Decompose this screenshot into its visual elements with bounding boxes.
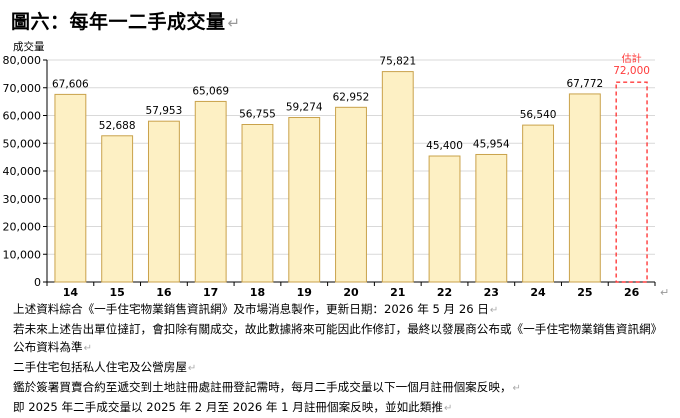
x-tick-label: 19 xyxy=(297,286,312,299)
y-tick-label: 0 xyxy=(34,276,41,289)
chart-notes: 上述資料綜合《一手住宅物業銷售資訊網》及市場消息製作，更新日期：2026 年 5… xyxy=(13,300,662,418)
bar xyxy=(335,106,367,283)
bar xyxy=(147,120,180,283)
bar xyxy=(101,135,134,283)
x-tick-label: 21 xyxy=(390,286,405,299)
bar-value-label: 56,755 xyxy=(239,109,276,121)
bar-value-label: 62,952 xyxy=(333,91,370,103)
bar xyxy=(241,124,274,283)
bar-value-label: 45,954 xyxy=(473,138,510,150)
chart-title: 圖六：每年一二手成交量 ↵ xyxy=(11,7,241,34)
x-tick-label: 24 xyxy=(530,286,546,299)
bar-value-label: 57,953 xyxy=(146,105,183,117)
bar xyxy=(194,100,227,283)
y-tick-label: 80,000 xyxy=(3,54,42,67)
bar-value-label: 52,688 xyxy=(99,120,136,132)
x-tick-label: 23 xyxy=(484,286,499,299)
bar-value-label: 65,069 xyxy=(192,85,229,97)
y-tick-label: 60,000 xyxy=(3,110,42,123)
estimate-value-label: 72,000 xyxy=(613,65,650,77)
return-mark: ↵ xyxy=(227,14,241,32)
bar xyxy=(54,93,87,283)
note-line-6: 即 2025 年二手成交量以 2025 年 2 月至 2026 年 1 月註冊個… xyxy=(13,400,453,414)
axis-return-mark: ↵ xyxy=(660,286,669,299)
note-line-3: 公布資料為準↵ xyxy=(13,340,92,354)
note-line-5: 鑑於簽署買賣合約至遞交到土地註冊處註冊登記需時，每月二手成交量以下一個月註冊個案… xyxy=(13,380,521,394)
estimate-label: 估計 xyxy=(622,52,642,65)
y-axis-label: 成交量 xyxy=(13,40,45,53)
bar xyxy=(381,71,414,283)
x-tick-label: 17 xyxy=(203,286,218,299)
estimate-bar xyxy=(615,81,648,283)
x-tick-label: 18 xyxy=(250,286,265,299)
y-tick-label: 30,000 xyxy=(3,193,42,206)
bar xyxy=(428,155,461,283)
x-tick-label: 25 xyxy=(577,286,592,299)
bar-value-label: 45,400 xyxy=(426,140,463,152)
bar-value-label: 75,821 xyxy=(379,56,416,68)
x-tick-label: 14 xyxy=(63,286,79,299)
x-tick-label: 22 xyxy=(437,286,452,299)
note-line-2: 若未來上述告出單位撻訂，會扣除有關成交，故此數據將來可能因此作修訂，最終以發展商… xyxy=(13,322,663,336)
chart-title-text: 圖六：每年一二手成交量 xyxy=(11,11,226,33)
bar-value-label: 67,772 xyxy=(566,78,603,90)
note-line-4: 二手住宅包括私人住宅及公營房屋↵ xyxy=(13,360,197,374)
x-tick-label: 20 xyxy=(343,286,359,299)
note-line-1: 上述資料綜合《一手住宅物業銷售資訊網》及市場消息製作，更新日期：2026 年 5… xyxy=(13,302,499,316)
x-tick-label: 15 xyxy=(109,286,124,299)
bar-value-label: 67,606 xyxy=(52,78,89,90)
y-tick-label: 40,000 xyxy=(3,165,42,178)
y-tick-label: 10,000 xyxy=(3,248,42,261)
y-tick-label: 20,000 xyxy=(3,221,42,234)
bar xyxy=(288,117,321,283)
bar xyxy=(475,153,508,283)
bar xyxy=(568,93,601,283)
y-tick-label: 70,000 xyxy=(3,82,42,95)
x-tick-label: 26 xyxy=(624,286,640,299)
bar-chart: 0 10,000 20,000 30,000 40,000 50,000 60,000 70,… xyxy=(3,40,670,299)
y-tick-label: 50,000 xyxy=(3,137,42,150)
bar-value-label: 56,540 xyxy=(520,109,557,121)
bar xyxy=(522,124,555,283)
bar-value-label: 59,274 xyxy=(286,102,323,114)
x-tick-label: 16 xyxy=(156,286,172,299)
